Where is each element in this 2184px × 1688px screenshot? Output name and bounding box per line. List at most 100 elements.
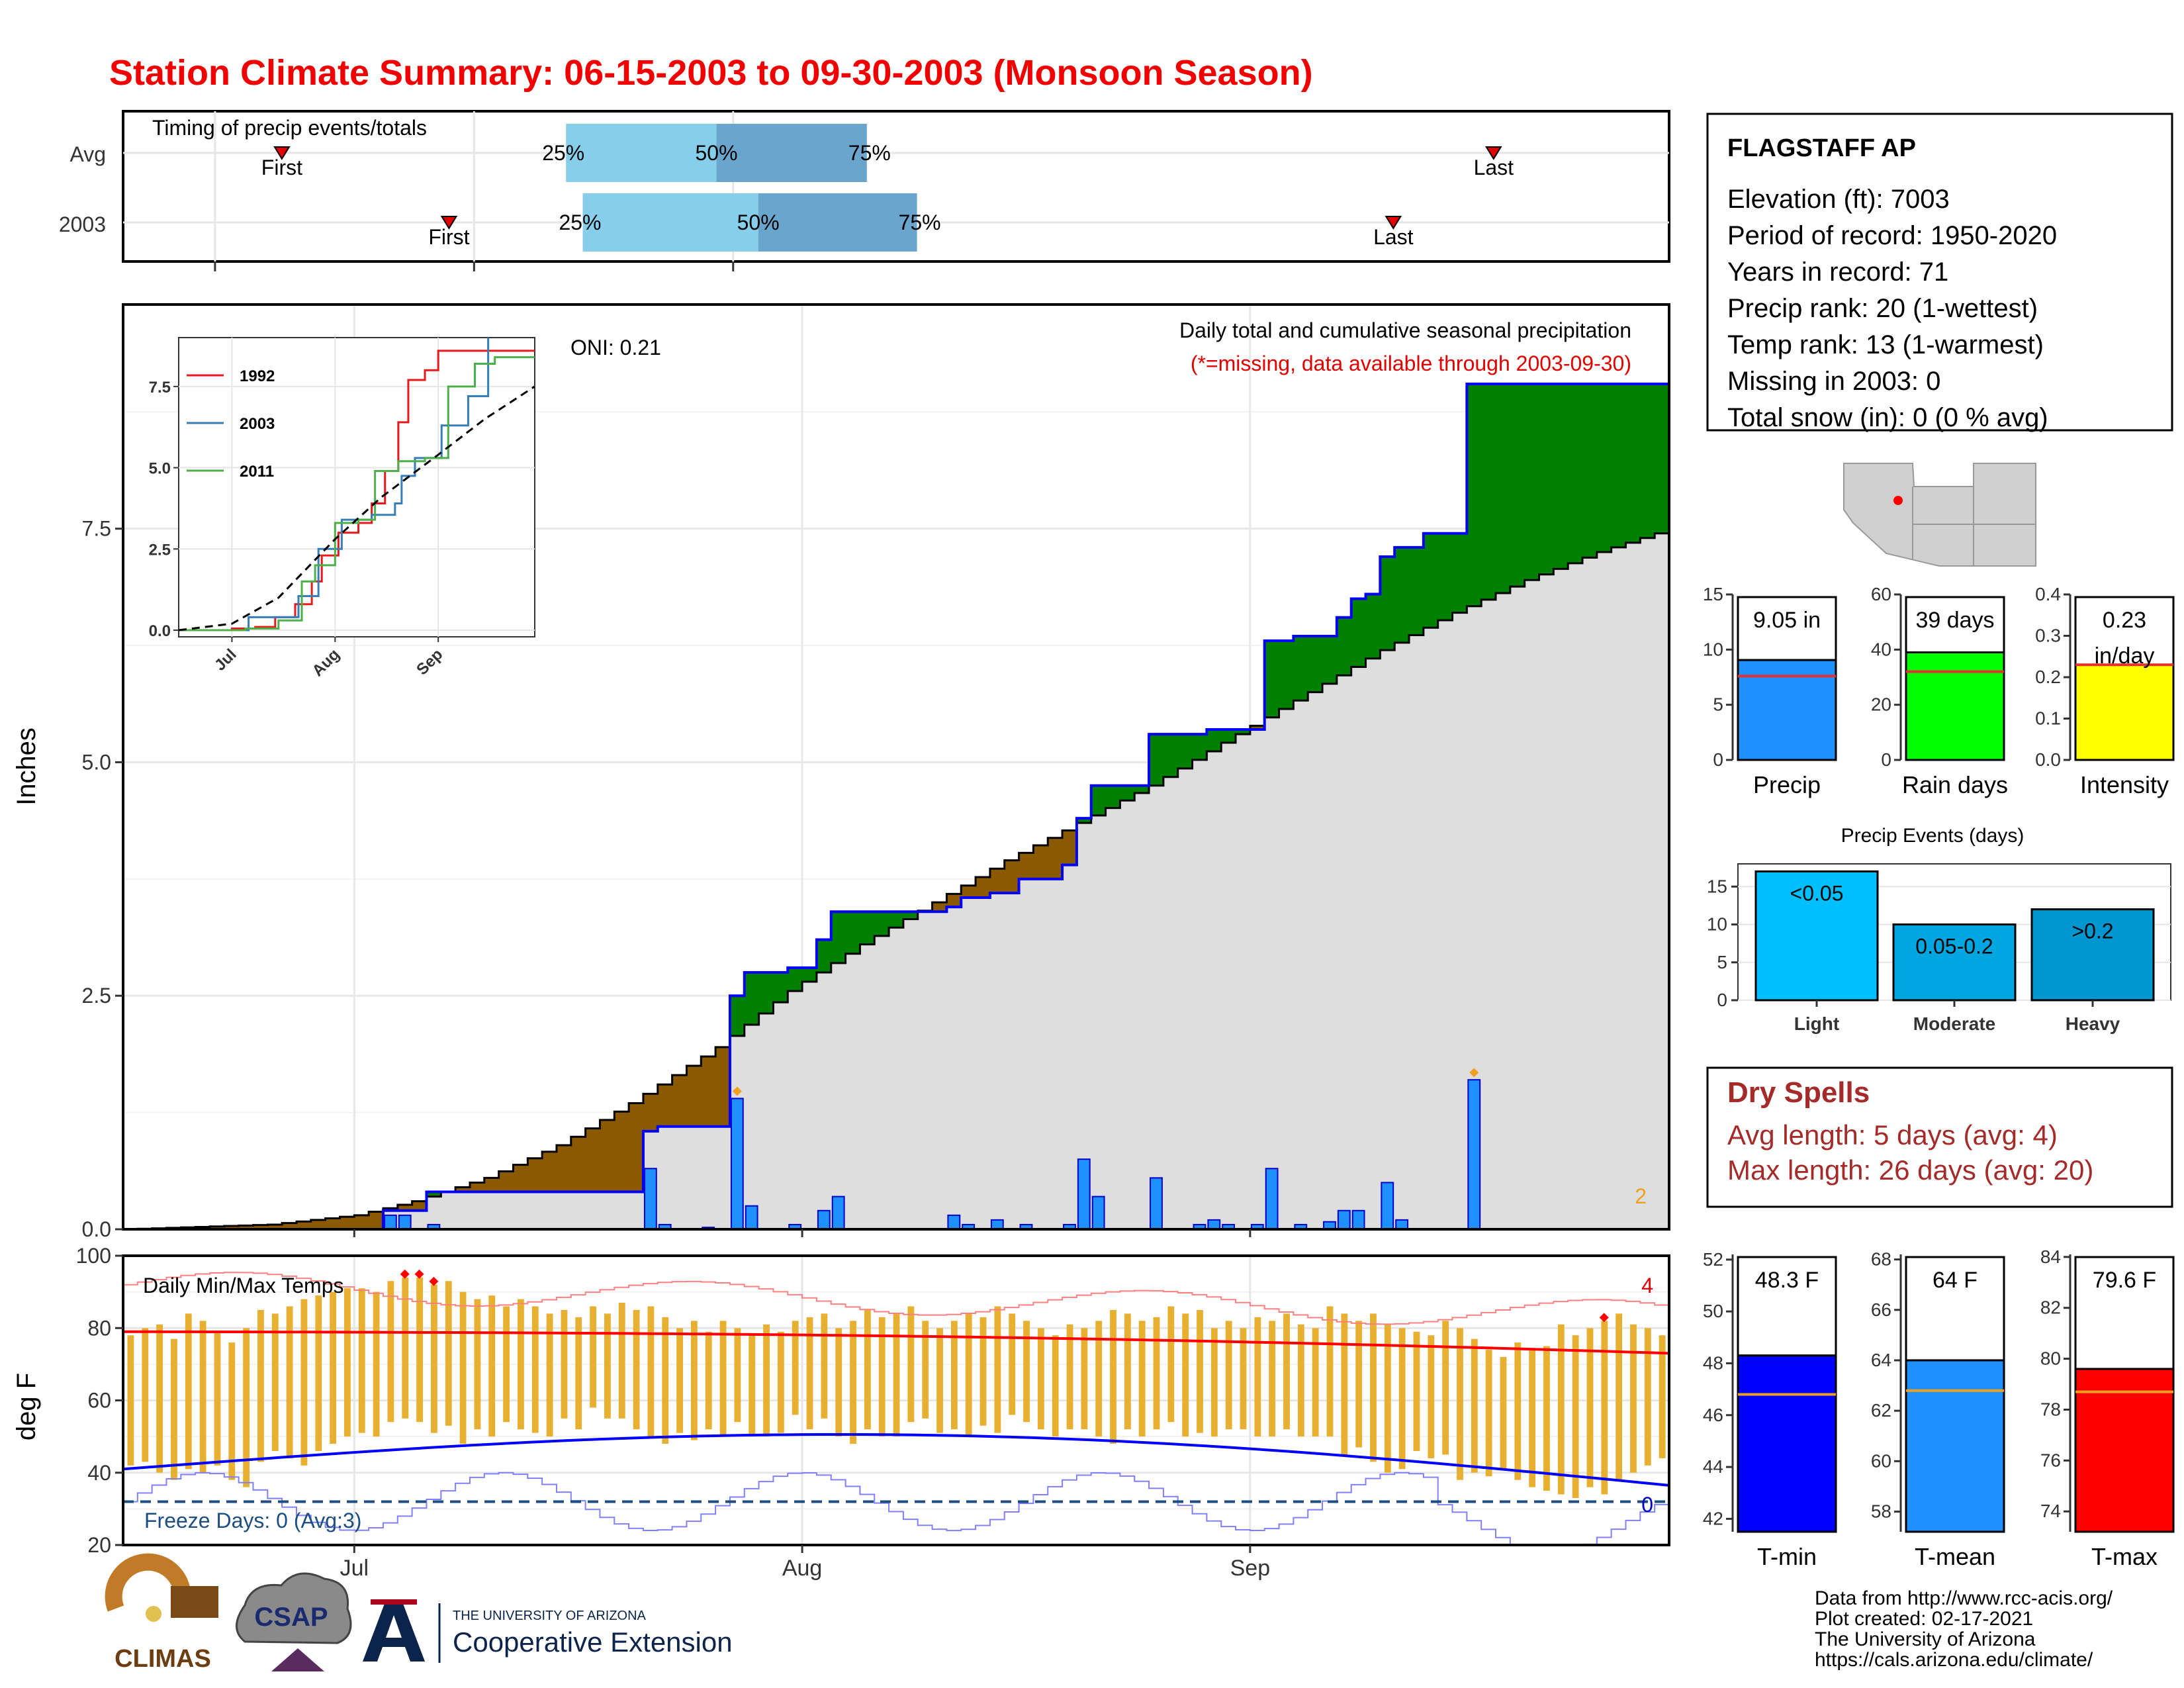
daily-temp-bar — [647, 1306, 655, 1437]
daily-temp-bar — [806, 1317, 813, 1430]
daily-precip-bar — [962, 1223, 976, 1229]
inset-lines — [179, 338, 535, 632]
temp-stat-t-max-y-tick-label: 76 — [2040, 1450, 2061, 1470]
daily-temp-bar — [561, 1309, 568, 1419]
timing-panel: Timing of precip events/totals Avg 2003 … — [59, 110, 1670, 271]
events-bar-heavy — [2030, 908, 2155, 1002]
stat-intensity-y-tick-label: 0.2 — [2035, 667, 2061, 687]
temp-stat-t-min-label: T-min — [1757, 1543, 1817, 1570]
below-normal-fill — [614, 1111, 629, 1192]
daily-temp-bar — [1081, 1328, 1088, 1430]
daily-temp-bar — [1269, 1321, 1276, 1437]
daily-temp-bar — [893, 1313, 900, 1437]
stat-intensity-bar — [2074, 663, 2175, 761]
main-subtitle: Daily total and cumulative seasonal prec… — [1179, 318, 1631, 342]
below-normal-fill — [296, 1221, 312, 1229]
temp-stat-t-mean-y-tick-label: 62 — [1871, 1400, 1891, 1421]
temp-x-tick-label: Sep — [1230, 1556, 1271, 1581]
record-high-marker — [414, 1269, 424, 1279]
temp-stat-t-min-value-box — [1737, 1256, 1837, 1357]
stat-precip-y-tick-label: 15 — [1703, 584, 1723, 604]
inset-legend-label: 2011 — [240, 463, 274, 481]
timing-row-label-avg: Avg — [69, 142, 106, 166]
above-normal-fill — [1467, 383, 1482, 606]
footer-line: The University of Arizona — [1815, 1628, 2036, 1650]
daily-temp-bar — [1326, 1306, 1334, 1437]
daily-temp-bar — [1442, 1321, 1449, 1455]
inset-normal-line — [179, 385, 535, 632]
dry-spells-title: Dry Spells — [1727, 1076, 1870, 1109]
events-category-label: Heavy — [2066, 1013, 2120, 1034]
daily-precip-bar — [1150, 1177, 1163, 1229]
station-location-dot — [1893, 496, 1903, 505]
ua-big-text: Cooperative Extension — [453, 1626, 733, 1658]
stat-rain-days-panel: 0 20 40 60 39 days Rain days — [1871, 584, 2008, 798]
oni-text: ONI: 0.21 — [570, 336, 661, 359]
stat-precip-y-tick-label: 0 — [1713, 749, 1723, 770]
daily-temp-bar — [300, 1299, 308, 1466]
below-normal-fill — [686, 1066, 702, 1127]
above-normal-fill — [1076, 818, 1092, 823]
daily-temp-bar — [1240, 1328, 1247, 1430]
main-y-tick-label: 7.5 — [82, 517, 111, 541]
dry-spells-frame — [1706, 1066, 2173, 1208]
daily-temp-bar — [850, 1321, 856, 1444]
above-normal-fill — [1365, 594, 1381, 659]
daily-precip-bar — [831, 1196, 845, 1229]
above-normal-fill — [1510, 383, 1525, 587]
daily-temp-bar — [1167, 1306, 1175, 1423]
daily-temp-bar — [1197, 1309, 1203, 1433]
above-normal-fill — [729, 996, 745, 1036]
temp-stat-t-mean-y-tick-label: 60 — [1871, 1450, 1891, 1471]
above-normal-fill — [1437, 533, 1453, 620]
above-normal-fill — [889, 912, 904, 928]
timing-marker-last — [1385, 216, 1402, 230]
inset-y-tick-label: 5.0 — [149, 460, 171, 478]
below-normal-fill — [238, 1225, 254, 1229]
above-normal-fill — [1322, 635, 1338, 684]
daily-temp-bar — [965, 1313, 972, 1437]
above-normal-fill — [1496, 383, 1511, 594]
daily-temp-bar — [907, 1306, 915, 1423]
below-normal-fill — [253, 1225, 268, 1229]
daily-temp-bar — [445, 1281, 452, 1426]
temp-stat-t-min-y-tick-label: 44 — [1703, 1456, 1723, 1477]
events-y-tick-label: 0 — [1717, 990, 1727, 1010]
temp-x-tick-label: Jul — [340, 1556, 369, 1581]
timing-label-first: First — [261, 156, 302, 179]
temp-stat-t-min-value-text: 48.3 F — [1755, 1268, 1819, 1293]
daily-temp-bar — [518, 1299, 524, 1430]
temp-stat-t-max-value-box — [2074, 1256, 2175, 1370]
stat-rain-days-y-tick-label: 40 — [1871, 639, 1891, 659]
timing-marker-first — [273, 146, 291, 160]
stat-rain-days-value-text: 39 days — [1915, 608, 1994, 633]
stat-rain-days-value-box — [1905, 596, 2005, 653]
daily-temp-bar — [1601, 1321, 1608, 1495]
below-normal-fill — [209, 1226, 225, 1229]
temp-stat-t-mean-y-tick-label: 66 — [1871, 1299, 1891, 1320]
inset-series-line-2003 — [179, 338, 490, 632]
stat-precip-y-tick-label: 5 — [1713, 694, 1723, 715]
daily-temp-bar — [719, 1321, 727, 1437]
climas-logo-text: CLIMAS — [114, 1645, 211, 1673]
csap-cloud — [236, 1572, 352, 1644]
main-y-axis: 0.0 2.5 5.0 7.5 — [82, 517, 123, 1241]
daily-temp-bar — [199, 1321, 206, 1473]
above-normal-fill — [426, 1192, 441, 1197]
stat-precip-label: Precip — [1753, 771, 1821, 798]
daily-precip-bars — [383, 1079, 1481, 1229]
daily-temp-bar — [1457, 1328, 1463, 1480]
daily-temp-bar — [271, 1313, 279, 1451]
daily-temp-bar — [835, 1328, 842, 1437]
temp-y-tick-label: 60 — [87, 1389, 111, 1413]
events-bars: 0 5 10 15 <0.05 Light 0.05-0.2 Moderate >0.2 Heav… — [1707, 870, 2171, 1034]
below-normal-fill — [585, 1128, 601, 1192]
temp-stat-t-min-panel: 42 44 46 48 50 52 48.3 F T-min — [1703, 1249, 1837, 1570]
below-normal-fill — [1004, 860, 1020, 893]
daily-precip-bar — [745, 1205, 758, 1229]
record-low-count: 0 — [1641, 1493, 1653, 1517]
temp-stat-t-mean-y-tick-label: 68 — [1871, 1249, 1891, 1270]
stat-intensity-y-tick-label: 0.3 — [2035, 626, 2061, 646]
temp-stat-t-max-y-tick-label: 80 — [2040, 1348, 2061, 1369]
